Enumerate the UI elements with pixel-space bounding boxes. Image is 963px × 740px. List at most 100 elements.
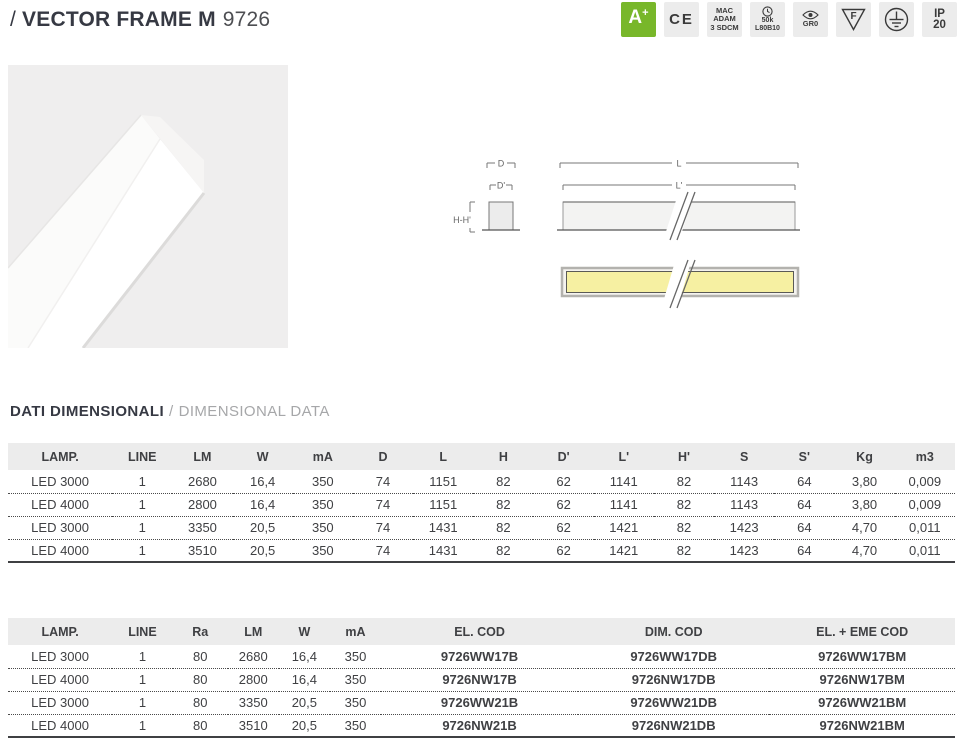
column-header: D' bbox=[533, 443, 594, 470]
table-cell: 9726NW21DB bbox=[578, 714, 770, 738]
table-cell: 64 bbox=[774, 470, 835, 494]
table-cell: 350 bbox=[329, 645, 382, 669]
table-cell: 62 bbox=[533, 470, 594, 494]
table-cell: 9726NW17BM bbox=[769, 668, 955, 692]
table-cell: 74 bbox=[352, 493, 414, 517]
badge-energy-class: A + bbox=[621, 2, 656, 37]
page-title: / VECTOR FRAME M 9726 bbox=[10, 8, 270, 32]
table-cell: 1143 bbox=[714, 493, 775, 517]
table-row: LED 4000 1 2800 16,4 350 74 1151 82 62 1141 82 1143… bbox=[8, 493, 955, 517]
table-cell: 80 bbox=[172, 691, 228, 715]
table-cell: LED 3000 bbox=[8, 691, 113, 715]
table-row: LED 3000 1 80 3350 20,5 350 9726WW21B 9726WW21D… bbox=[8, 691, 955, 715]
table-cell: 1421 bbox=[593, 539, 654, 563]
table-cell: 9726WW21B bbox=[381, 691, 579, 715]
title-slash: / bbox=[10, 8, 17, 31]
table-cell: 3350 bbox=[172, 516, 233, 540]
table-cell: 350 bbox=[292, 470, 353, 494]
table-cell: 64 bbox=[774, 516, 835, 540]
table-cell: 3,80 bbox=[834, 470, 895, 494]
table-cell: LED 3000 bbox=[8, 645, 113, 669]
macadam-line2: ADAM bbox=[713, 14, 736, 24]
table-cell: 0,011 bbox=[894, 539, 955, 563]
table-cell: 2800 bbox=[227, 668, 279, 692]
table-cell: 1 bbox=[112, 516, 173, 540]
table-cell: 9726NW21BM bbox=[769, 714, 955, 738]
clock-icon bbox=[762, 6, 773, 17]
table-cell: 82 bbox=[653, 539, 715, 563]
table-cell: 62 bbox=[533, 493, 594, 517]
lifetime-line2: L80B10 bbox=[755, 25, 780, 32]
table-cell: 16,4 bbox=[278, 645, 330, 669]
table-cell: 74 bbox=[352, 516, 414, 540]
table-cell: 9726WW17BM bbox=[769, 645, 955, 669]
column-header: mA bbox=[329, 618, 382, 645]
table-cell: 1421 bbox=[593, 516, 654, 540]
energy-class-letter: A bbox=[628, 7, 643, 28]
table-cell: 64 bbox=[774, 493, 835, 517]
column-header: Kg bbox=[834, 443, 895, 470]
table-cell: LED 4000 bbox=[8, 714, 113, 738]
table-row: LED 3000 1 80 2680 16,4 350 9726WW17B 9726WW17D… bbox=[8, 645, 955, 669]
table-cell: 1 bbox=[112, 668, 173, 692]
column-header: L' bbox=[593, 443, 654, 470]
column-header: W bbox=[278, 618, 330, 645]
table-cell: 1423 bbox=[714, 516, 775, 540]
table-cell: 20,5 bbox=[232, 539, 293, 563]
dim-label-l-prime: L' bbox=[676, 181, 683, 191]
section-title-separator: / bbox=[169, 403, 174, 420]
dim-label-d: D bbox=[498, 159, 505, 169]
table-row: LED 4000 1 80 3510 20,5 350 9726NW21B 9726NW21D… bbox=[8, 714, 955, 738]
table-cell: 3510 bbox=[227, 714, 279, 738]
table-cell: 9726NW21B bbox=[381, 714, 579, 738]
table-cell: 82 bbox=[653, 516, 715, 540]
table-cell: 16,4 bbox=[232, 493, 293, 517]
dimension-diagram: D D' H-H' L L' bbox=[453, 159, 800, 309]
badge-ugr: GR0 bbox=[793, 2, 828, 37]
macadam-line1: MAC bbox=[715, 5, 734, 15]
f-triangle-icon: F bbox=[841, 8, 866, 31]
column-header: S' bbox=[774, 443, 835, 470]
table-cell: 9726NW17DB bbox=[578, 668, 770, 692]
table-cell: 80 bbox=[172, 645, 228, 669]
column-header: H bbox=[473, 443, 534, 470]
table-cell: 1 bbox=[112, 714, 173, 738]
table-cell: 350 bbox=[329, 714, 382, 738]
column-header: LAMP. bbox=[8, 618, 113, 645]
dim-label-h: H-H' bbox=[453, 215, 471, 225]
table-row: LED 3000 1 2680 16,4 350 74 1151 82 62 1141 82 1143… bbox=[8, 470, 955, 494]
column-header: LM bbox=[172, 443, 233, 470]
badge-lifetime: 50k L80B10 bbox=[750, 2, 785, 37]
macadam-line3: 3 SDCM bbox=[710, 22, 739, 32]
table-cell: 1431 bbox=[413, 539, 474, 563]
column-header: D bbox=[352, 443, 414, 470]
table-cell: 4,70 bbox=[834, 516, 895, 540]
table-cell: 9726WW21DB bbox=[578, 691, 770, 715]
table-cell: 16,4 bbox=[278, 668, 330, 692]
table-cell: 350 bbox=[329, 668, 382, 692]
certification-badges: A + CE MAC ADAM 3 SDCM 50k L80B10 GR0 F bbox=[621, 2, 957, 37]
section-title-it: DATI DIMENSIONALI bbox=[10, 403, 165, 420]
table-cell: 1151 bbox=[413, 493, 474, 517]
column-header: LINE bbox=[112, 443, 173, 470]
column-header: m3 bbox=[894, 443, 955, 470]
badge-earth-ground bbox=[879, 2, 914, 37]
column-header: LINE bbox=[112, 618, 173, 645]
badge-ip-rating: IP 20 bbox=[922, 2, 957, 37]
energy-class-plus: + bbox=[642, 7, 649, 19]
table-cell: LED 4000 bbox=[8, 668, 113, 692]
table-row: LED 4000 1 80 2800 16,4 350 9726NW17B 9726NW17D… bbox=[8, 668, 955, 692]
ip-line1: IP bbox=[934, 7, 945, 20]
table-cell: 80 bbox=[172, 668, 228, 692]
table-cell: 1423 bbox=[714, 539, 775, 563]
table-cell: 82 bbox=[473, 470, 534, 494]
table-cell: 4,70 bbox=[834, 539, 895, 563]
table-cell: 350 bbox=[292, 516, 353, 540]
table-cell: 3350 bbox=[227, 691, 279, 715]
lifetime-line1: 50k bbox=[761, 17, 774, 24]
table-cell: 2800 bbox=[172, 493, 233, 517]
table-cell: 1 bbox=[112, 539, 173, 563]
column-header: LAMP. bbox=[8, 443, 113, 470]
